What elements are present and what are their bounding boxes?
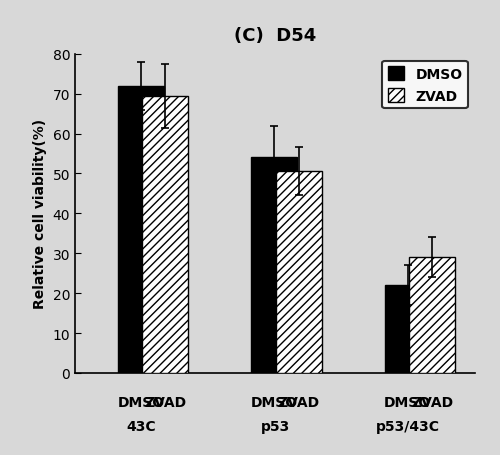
- Text: DMSO: DMSO: [118, 395, 164, 409]
- Bar: [384, 286, 431, 373]
- Text: DMSO: DMSO: [251, 395, 298, 409]
- Text: ZVAD: ZVAD: [144, 395, 186, 409]
- Bar: [252, 158, 298, 373]
- Text: DMSO: DMSO: [384, 395, 432, 409]
- Bar: [142, 96, 188, 373]
- Text: 43C: 43C: [127, 419, 156, 433]
- Bar: [409, 258, 455, 373]
- Legend: DMSO, ZVAD: DMSO, ZVAD: [382, 61, 468, 109]
- Bar: [118, 86, 164, 373]
- Text: p53/43C: p53/43C: [376, 419, 440, 433]
- Y-axis label: Relative cell viability(%): Relative cell viability(%): [33, 119, 47, 308]
- Title: (C)  D54: (C) D54: [234, 27, 316, 45]
- Text: ZVAD: ZVAD: [278, 395, 320, 409]
- Bar: [276, 172, 322, 373]
- Text: p53: p53: [260, 419, 290, 433]
- Text: ZVAD: ZVAD: [411, 395, 453, 409]
